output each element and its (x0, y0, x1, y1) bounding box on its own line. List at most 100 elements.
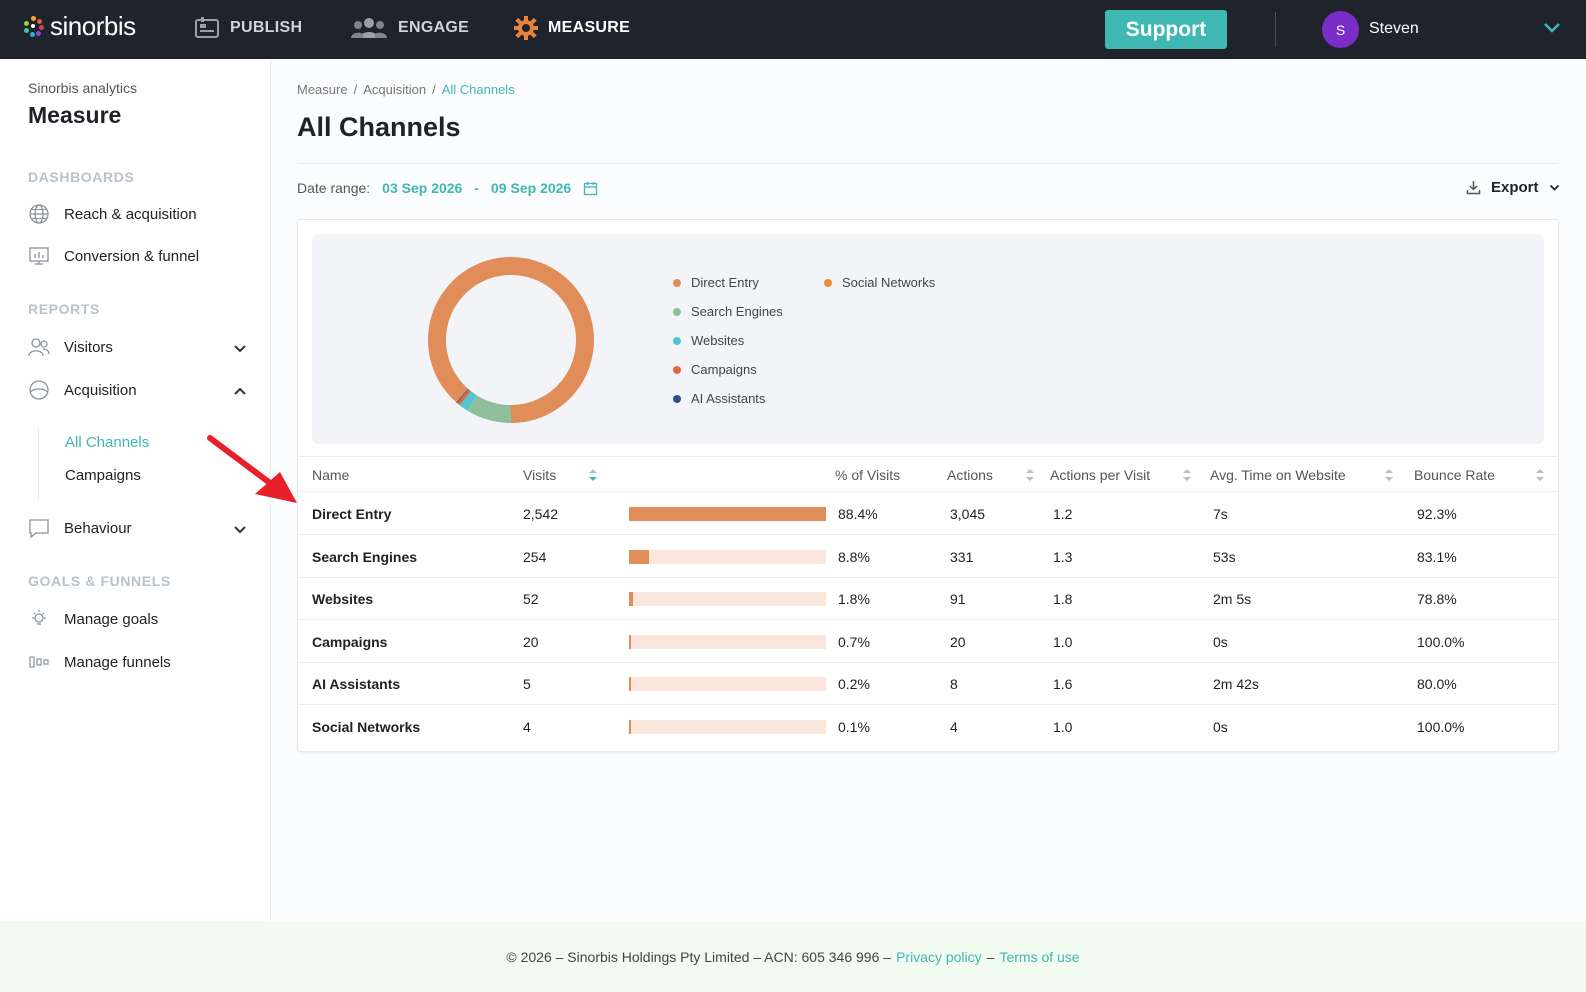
cell-name: Social Networks (312, 718, 421, 735)
table-row[interactable]: Campaigns 20 0.7% 20 1.0 0s 100.0% (298, 621, 1558, 663)
sidebar-item-behaviour[interactable]: Behaviour (28, 517, 132, 539)
legend-item[interactable]: Direct Entry (673, 275, 759, 290)
sidebar-title: Measure (28, 102, 122, 128)
legend-item[interactable]: AI Assistants (673, 391, 765, 406)
chat-icon (28, 517, 50, 539)
calendar-icon[interactable] (583, 181, 598, 196)
sidebar-subitem-campaigns[interactable]: Campaigns (65, 467, 141, 484)
cell-pct-visits: 0.1% (838, 718, 870, 735)
breadcrumb-current: All Channels (441, 82, 515, 97)
nav-publish[interactable]: PUBLISH (194, 16, 302, 40)
export-button[interactable]: Export (1466, 179, 1560, 196)
donut-slice-direct-entry[interactable] (428, 257, 594, 423)
page-title: All Channels (297, 112, 461, 142)
privacy-policy-link[interactable]: Privacy policy (896, 948, 982, 965)
legend-dot-icon (673, 394, 681, 403)
user-avatar[interactable]: S (1322, 11, 1359, 48)
col-visits[interactable]: Visits (523, 467, 598, 483)
breadcrumb: Measure / Acquisition / All Channels (297, 82, 515, 97)
table-row[interactable]: Websites 52 1.8% 91 1.8 2m 5s 78.8% (298, 578, 1558, 620)
sidebar-item-label: Manage funnels (64, 653, 171, 671)
cell-pct-visits: 1.8% (838, 591, 870, 607)
legend-dot-icon (673, 336, 681, 345)
col-name-label: Name (312, 467, 350, 483)
col-name[interactable]: Name (312, 467, 349, 483)
visits-bar-track (629, 634, 826, 649)
legend-dot-icon (673, 365, 681, 374)
breadcrumb-separator: / (353, 82, 358, 97)
support-button[interactable]: Support (1105, 10, 1227, 49)
legend-label: Search Engines (691, 304, 783, 319)
col-apv-label: Actions per Visit (1050, 467, 1151, 483)
col-pct-visits[interactable]: % of Visits (835, 467, 900, 483)
sidebar: Sinorbis analytics Measure DASHBOARDS Re… (0, 59, 271, 921)
legend-item[interactable]: Search Engines (673, 304, 783, 319)
sort-active-icon (589, 469, 598, 481)
section-reports: REPORTS (28, 301, 100, 317)
visits-bar-fill (629, 507, 826, 521)
table-row[interactable]: Direct Entry 2,542 88.4% 3,045 1.2 7s 92.3% (298, 493, 1558, 535)
sidebar-subitem-all-channels[interactable]: All Channels (65, 434, 150, 451)
visits-bar-fill (629, 634, 631, 649)
col-bounce-label: Bounce Rate (1414, 467, 1495, 483)
cell-bounce-rate: 78.8% (1417, 591, 1457, 607)
date-start[interactable]: 03 Sep 2026 (382, 180, 463, 196)
cell-actions-per-visit: 1.6 (1053, 676, 1073, 692)
donut-slice-ai-assistants[interactable] (456, 388, 469, 403)
sidebar-item-acquisition[interactable]: Acquisition (28, 379, 137, 401)
cell-avg-time: 7s (1213, 506, 1228, 522)
legend-label: Social Networks (842, 275, 936, 290)
sort-icon (1183, 469, 1192, 481)
cell-visits: 2,542 (523, 506, 559, 522)
cell-actions-per-visit: 1.3 (1053, 548, 1073, 565)
col-avg-time[interactable]: Avg. Time on Website (1210, 467, 1394, 483)
donut-slice-campaigns[interactable] (456, 389, 471, 406)
table-row[interactable]: Social Networks 4 0.1% 4 1.0 0s 100.0% (298, 706, 1558, 748)
sidebar-subtitle: Sinorbis analytics (28, 80, 137, 96)
visits-bar-fill (629, 719, 631, 734)
col-actions-per-visit[interactable]: Actions per Visit (1050, 467, 1192, 483)
nav-measure[interactable]: MEASURE (514, 16, 630, 40)
user-name[interactable]: Steven (1369, 20, 1419, 37)
col-bounce-rate[interactable]: Bounce Rate (1414, 467, 1545, 483)
legend-item[interactable]: Websites (673, 333, 744, 348)
chevron-down-icon[interactable] (233, 525, 247, 534)
chevron-up-icon[interactable] (233, 387, 247, 396)
sidebar-item-reach-acquisition[interactable]: Reach & acquisition (28, 203, 197, 225)
sinorbis-logo[interactable]: sinorbis (24, 12, 136, 40)
cell-visits: 254 (523, 548, 547, 565)
sidebar-item-manage-goals[interactable]: Manage goals (28, 608, 158, 630)
chevron-down-icon[interactable] (1543, 22, 1561, 34)
legend-label: Direct Entry (691, 275, 759, 290)
cell-visits: 20 (523, 633, 539, 650)
table-row[interactable]: Search Engines 254 8.8% 331 1.3 53s 83.1% (298, 536, 1558, 578)
legend-item[interactable]: Campaigns (673, 362, 757, 377)
sidebar-item-visitors[interactable]: Visitors (28, 336, 113, 358)
terms-of-use-link[interactable]: Terms of use (999, 948, 1080, 965)
sort-icon (1025, 469, 1034, 481)
breadcrumb-measure[interactable]: Measure (297, 82, 348, 97)
date-end[interactable]: 09 Sep 2026 (491, 180, 572, 196)
legend-item[interactable]: Social Networks (824, 275, 935, 290)
cell-actions: 4 (950, 718, 958, 735)
sidebar-item-conversion-funnel[interactable]: Conversion & funnel (28, 245, 199, 267)
chevron-down-icon[interactable] (233, 344, 247, 353)
date-range: Date range: 03 Sep 2026 - 09 Sep 2026 (297, 180, 598, 196)
cell-pct-visits: 0.2% (838, 676, 870, 692)
breadcrumb-acquisition[interactable]: Acquisition (363, 82, 427, 97)
table-row[interactable]: AI Assistants 5 0.2% 8 1.6 2m 42s 80.0% (298, 663, 1558, 705)
nav-engage[interactable]: ENGAGE (350, 16, 469, 40)
visits-bar-track (629, 549, 826, 564)
donut-slice-websites[interactable] (459, 391, 477, 411)
acquisition-icon (28, 379, 50, 401)
footer: © 2026 – Sinorbis Holdings Pty Limited –… (0, 921, 1586, 992)
visits-bar-fill (629, 549, 649, 564)
cell-visits: 4 (523, 718, 531, 735)
cell-actions: 8 (950, 676, 958, 692)
col-actions[interactable]: Actions (947, 467, 1035, 483)
cell-pct-visits: 88.4% (838, 506, 878, 522)
sidebar-item-manage-funnels[interactable]: Manage funnels (28, 651, 171, 673)
cell-pct-visits: 8.8% (838, 548, 870, 565)
cell-bounce-rate: 92.3% (1417, 506, 1457, 522)
donut-slice-search-engines[interactable] (467, 395, 512, 423)
